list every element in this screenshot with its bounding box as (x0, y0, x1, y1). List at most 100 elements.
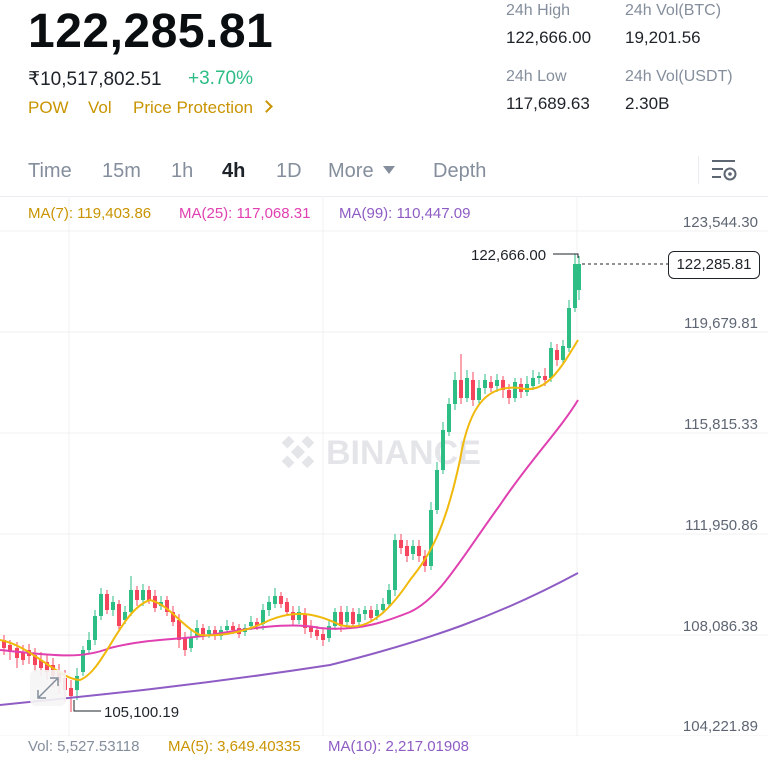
expand-icon[interactable] (30, 670, 66, 706)
candle-body (111, 602, 115, 610)
candle-body (357, 614, 361, 622)
candle-body (69, 688, 73, 696)
candle-body (255, 622, 259, 626)
price-protection-link[interactable]: Price Protection (133, 98, 273, 118)
candle-body (441, 430, 445, 470)
tag-pow[interactable]: POW (28, 98, 69, 117)
low-marker-label: 105,100.19 (104, 704, 179, 721)
stat-low-value: 117,689.63 (506, 94, 590, 113)
candle-body (261, 610, 265, 624)
low-marker-line (73, 700, 101, 712)
candle-body (99, 594, 103, 616)
candle-body (345, 612, 349, 622)
tabs-separator (698, 156, 699, 184)
candle-body (471, 380, 475, 400)
stat-high-value: 122,666.00 (506, 28, 592, 47)
candle-body (117, 604, 121, 626)
ma25-legend: MA(25): 117,068.31 (179, 205, 311, 222)
candle-body (195, 628, 199, 636)
candle-body (411, 546, 415, 554)
binance-watermark: BINANCE (281, 434, 481, 472)
candle-body (387, 590, 391, 604)
candle-body (213, 630, 217, 636)
candle-body (21, 652, 25, 660)
vol-ma5-legend: MA(5): 3,649.40335 (168, 738, 301, 755)
price-tick: 115,815.33 (684, 416, 758, 433)
watermark-text: BINANCE (326, 434, 481, 472)
candle-body (171, 612, 175, 622)
candle-body (207, 630, 211, 634)
ma7-line (0, 339, 579, 682)
candle-body (2, 640, 6, 648)
candle-body (297, 612, 301, 620)
candle-body (423, 556, 427, 566)
candle-body (507, 390, 511, 398)
candle-body (105, 594, 109, 610)
candle-body (33, 655, 37, 665)
candle-body (429, 510, 433, 566)
candle-body (477, 388, 481, 400)
candle-body (309, 626, 313, 632)
candle-body (15, 648, 19, 658)
candle-body (321, 634, 325, 640)
candle-body (135, 590, 139, 600)
candle-body (249, 622, 253, 626)
vol-legend: Vol: 5,527.53118 (28, 738, 140, 755)
candle-body (495, 380, 499, 386)
tab-depth[interactable]: Depth (433, 160, 487, 182)
candle-body (201, 628, 205, 636)
tabs-divider (0, 196, 768, 197)
stat-low-label: 24h Low (506, 68, 567, 85)
candle-body (8, 645, 12, 652)
tag-vol[interactable]: Vol (88, 98, 112, 117)
candle-body (303, 614, 307, 628)
candle-body (459, 380, 463, 398)
candle-body (123, 612, 127, 620)
candle-body (183, 638, 187, 650)
candle-body (577, 264, 581, 290)
tab-time[interactable]: Time (28, 160, 72, 182)
candle-body (87, 640, 91, 650)
price-tick: 104,221.89 (682, 718, 758, 735)
candle-body (333, 612, 337, 626)
candle-body (513, 382, 517, 398)
candle-body (549, 348, 553, 378)
candle-body (447, 404, 451, 432)
candle-body (147, 590, 151, 600)
candle-body (231, 626, 235, 630)
ma7-legend: MA(7): 119,403.86 (28, 205, 152, 222)
inr-price: ₹10,517,802.51 (28, 69, 162, 90)
candle-body (573, 264, 577, 308)
candle-body (555, 350, 559, 360)
candle-body (285, 602, 289, 612)
tab-4h[interactable]: 4h (222, 160, 246, 182)
stat-vol-usdt-label: 24h Vol(USDT) (625, 68, 733, 85)
chart-settings-icon[interactable] (711, 158, 739, 189)
stat-vol-btc-value: 19,201.56 (625, 28, 701, 47)
candle-body (543, 376, 547, 380)
candlestick-chart[interactable]: BINANCE 122,666.00 105,100.19 (0, 196, 768, 736)
tab-1d[interactable]: 1D (276, 160, 302, 182)
candle-body (567, 308, 571, 348)
candle-body (369, 610, 373, 618)
price-tick: 108,086.38 (682, 618, 758, 635)
candle-body (453, 380, 457, 404)
high-marker-label: 122,666.00 (471, 247, 546, 264)
tab-more[interactable]: More (328, 160, 396, 183)
tab-1h[interactable]: 1h (171, 160, 194, 182)
tab-more-label: More (328, 160, 374, 182)
candle-body (417, 546, 421, 556)
candle-body (45, 662, 49, 672)
high-marker-line (553, 253, 579, 258)
price-tick: 111,950.86 (685, 517, 758, 534)
stat-vol-btc-label: 24h Vol(BTC) (625, 2, 722, 19)
current-price-tag: 122,285.81 (668, 251, 760, 279)
tab-15m[interactable]: 15m (102, 160, 141, 182)
candle-body (399, 540, 403, 548)
candle-body (483, 380, 487, 388)
candle-body (489, 382, 493, 388)
candle-body (339, 612, 343, 626)
candle-body (393, 540, 397, 590)
candle-body (561, 346, 565, 360)
candle-body (537, 376, 541, 378)
